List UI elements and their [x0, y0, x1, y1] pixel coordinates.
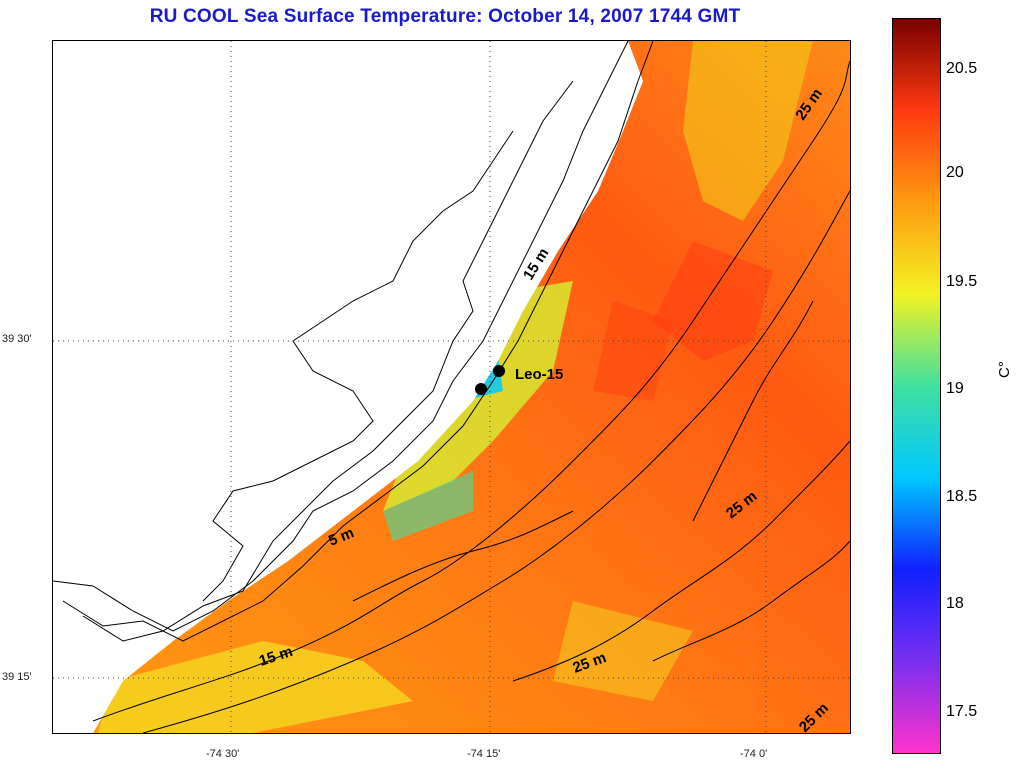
y-label-39-15: 39 15' [2, 671, 32, 683]
leo15-station[interactable]: Leo-15 [475, 365, 563, 395]
cb-label-18-5: 18.5 [946, 488, 978, 505]
sst-map-svg: 25 m 15 m 5 m 15 m 25 m 25 m 25 m Leo-15 [53, 41, 850, 733]
leo15-node-b[interactable] [493, 365, 505, 377]
x-label-74-0: -74 0' [740, 748, 768, 760]
y-label-39-30: 39 30' [2, 333, 32, 345]
colorbar [892, 18, 941, 754]
cb-label-20-5: 20.5 [946, 60, 978, 77]
bathymetry-contours [92, 60, 850, 733]
leo15-node-a[interactable] [475, 383, 487, 395]
land-mask [53, 41, 643, 733]
cb-label-20: 20 [946, 164, 964, 181]
cb-label-19: 19 [946, 380, 964, 397]
grid-lines [53, 41, 850, 733]
x-label-74-15: -74 15' [467, 748, 501, 760]
chart-title: RU COOL Sea Surface Temperature: October… [149, 6, 741, 27]
x-label-74-30: -74 30' [206, 748, 240, 760]
cb-label-17-5: 17.5 [946, 703, 978, 720]
colorbar-unit: C° [996, 361, 1013, 378]
leo15-label: Leo-15 [515, 366, 563, 383]
sst-map[interactable]: 25 m 15 m 5 m 15 m 25 m 25 m 25 m Leo-15 [52, 40, 851, 734]
cb-label-19-5: 19.5 [946, 273, 978, 290]
cb-label-18: 18 [946, 595, 964, 612]
coastline [53, 41, 654, 642]
